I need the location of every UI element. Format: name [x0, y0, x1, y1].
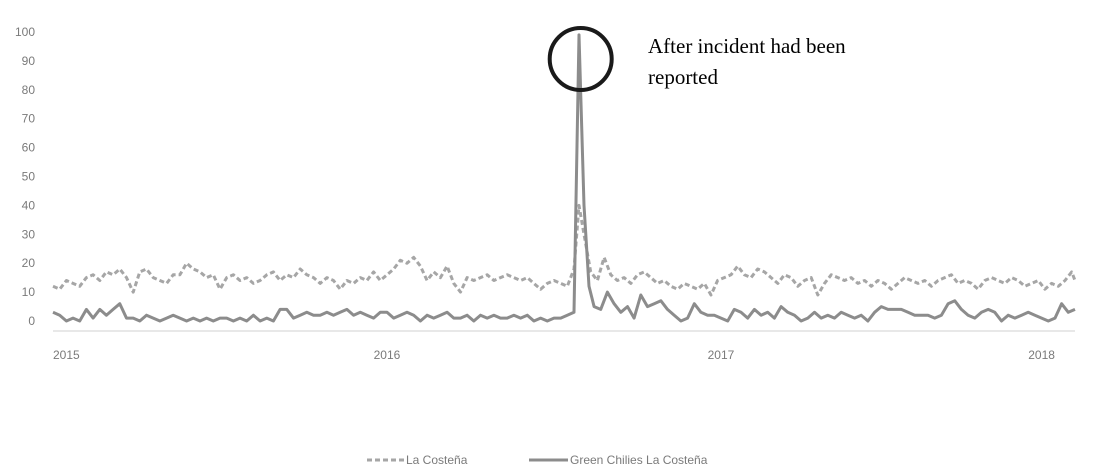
- annotation-circle: [547, 26, 614, 92]
- legend: La Costeña Green Chilies La Costeña: [367, 453, 708, 466]
- x-axis-tick-labels: 2015 2016 2017 2018: [53, 348, 1055, 362]
- y-tick-label: 50: [22, 170, 36, 184]
- series-layer: [52, 33, 1077, 323]
- y-tick-label: 60: [22, 141, 36, 155]
- y-tick-label: 90: [22, 54, 36, 68]
- y-tick-label: 100: [15, 25, 35, 39]
- y-tick-label: 10: [22, 285, 36, 299]
- annotation-line-2: reported: [648, 65, 718, 89]
- x-tick-label: 2018: [1028, 348, 1055, 362]
- y-tick-label: 30: [22, 227, 36, 241]
- series-line-green-chilies: [52, 33, 1076, 323]
- y-tick-label: 80: [22, 83, 36, 97]
- x-tick-label: 2015: [53, 348, 80, 362]
- legend-label-green-chilies: Green Chilies La Costeña: [570, 453, 708, 466]
- y-tick-label: 0: [28, 314, 35, 328]
- y-tick-label: 70: [22, 112, 36, 126]
- series-line-la-costena: [52, 203, 1077, 297]
- annotation-line-1: After incident had been: [648, 34, 846, 58]
- y-tick-label: 40: [22, 198, 36, 212]
- x-tick-label: 2016: [374, 348, 401, 362]
- legend-label-la-costena: La Costeña: [406, 453, 468, 466]
- x-tick-label: 2017: [708, 348, 735, 362]
- y-axis-tick-labels: 0 10 20 30 40 50 60 70 80 90 100: [15, 25, 35, 328]
- y-tick-label: 20: [22, 256, 36, 270]
